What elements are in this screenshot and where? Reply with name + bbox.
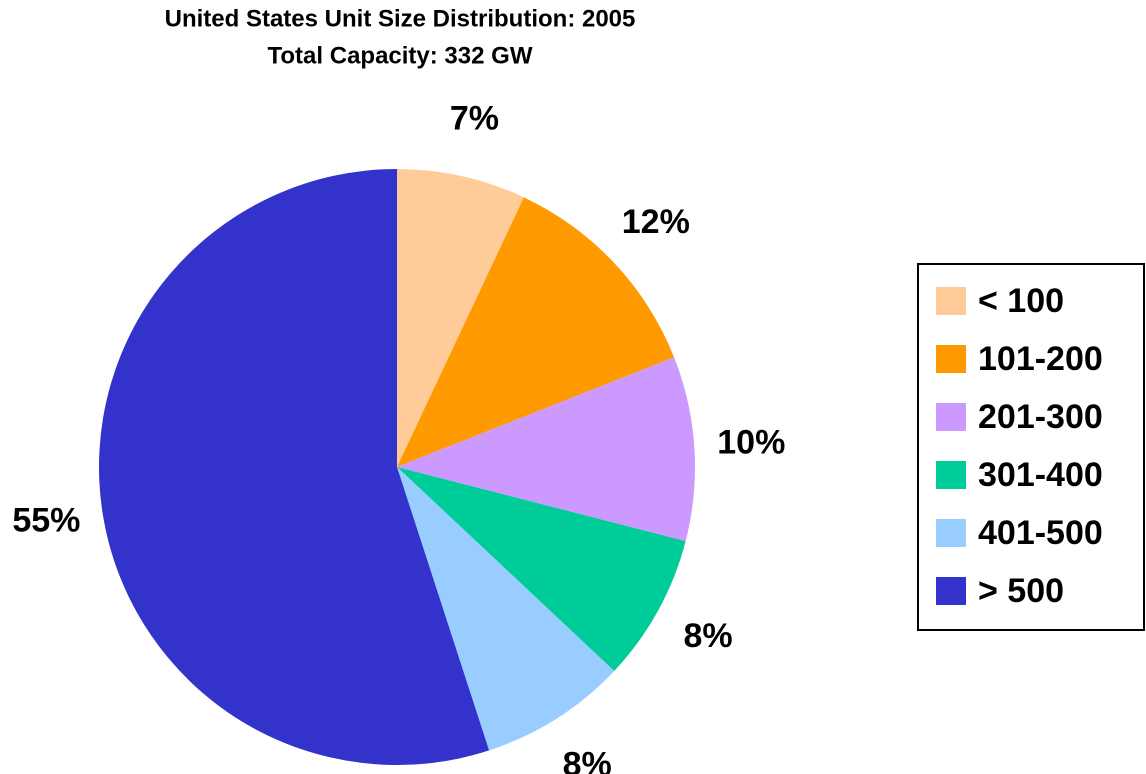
legend-swatch [936,287,966,315]
data-label: 12% [622,203,690,241]
legend-label: 101-200 [978,340,1103,378]
legend-label: > 500 [978,572,1064,610]
pie-slice [98,169,490,766]
data-label: 10% [717,424,785,462]
legend-swatch [936,403,966,431]
pie-slice [397,467,686,671]
data-label: 8% [563,746,612,774]
legend-label: 201-300 [978,398,1103,436]
legend-label: 401-500 [978,514,1103,552]
chart-subtitle: Total Capacity: 332 GW [268,42,533,69]
legend-swatch [936,519,966,547]
legend-swatch [936,345,966,373]
legend-swatch [936,577,966,605]
pie-slice [397,169,524,467]
data-label: 7% [450,100,499,138]
legend-label: 301-400 [978,456,1103,494]
data-label: 8% [684,617,733,655]
chart-title: United States Unit Size Distribution: 20… [165,5,636,32]
pie-slice [397,197,675,467]
legend-swatch [936,461,966,489]
data-label: 55% [12,502,80,540]
pie-slice [397,467,615,751]
legend-label: < 100 [978,282,1064,320]
pie-slice [397,357,695,542]
legend-box [917,263,1145,631]
